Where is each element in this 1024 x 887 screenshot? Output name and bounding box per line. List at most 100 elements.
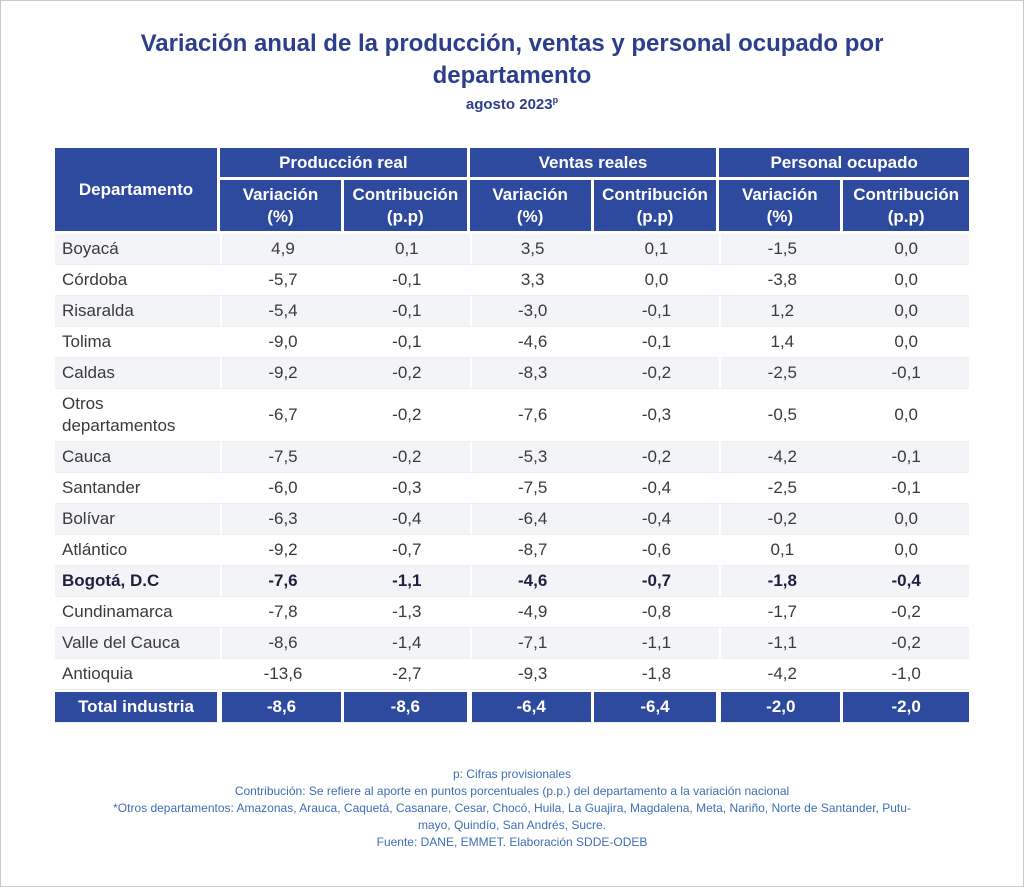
total-value: -2,0	[719, 690, 844, 723]
cell-value: -1,1	[719, 628, 844, 659]
cell-value: -0,1	[593, 296, 720, 327]
cell-value: -4,6	[469, 327, 594, 358]
title-block: Variación anual de la producción, ventas…	[0, 28, 1024, 116]
table-row: Córdoba -5,7 -0,1 3,3 0,0 -3,8 0,0	[55, 265, 969, 296]
footnote-contribucion: Contribución: Se refiere al aporte en pu…	[234, 784, 790, 798]
cell-value: -0,2	[344, 389, 470, 442]
department-name: Valle del Cauca	[55, 628, 220, 659]
header-variacion: Variación (%)	[719, 180, 844, 234]
cell-value: -7,6	[469, 389, 594, 442]
cell-value: 0,0	[843, 535, 969, 566]
cell-value: -9,0	[220, 327, 344, 358]
cell-value: -7,1	[469, 628, 594, 659]
cell-value: -0,2	[593, 442, 720, 473]
table-row: Caldas -9,2 -0,2 -8,3 -0,2 -2,5 -0,1	[55, 358, 969, 389]
departments-table: Departamento Producción real Ventas real…	[55, 148, 969, 723]
table-row: Atlántico -9,2 -0,7 -8,7 -0,6 0,1 0,0	[55, 535, 969, 566]
cell-value: -0,2	[593, 358, 720, 389]
cell-value: 0,0	[843, 265, 969, 296]
cell-value: -2,7	[344, 659, 470, 690]
cell-value: -8,6	[220, 628, 344, 659]
department-name: Risaralda	[55, 296, 220, 327]
department-name: Antioquia	[55, 659, 220, 690]
cell-value: -4,9	[469, 597, 594, 628]
cell-value: -9,2	[220, 358, 344, 389]
page-subtitle: agosto 2023p	[465, 95, 559, 114]
cell-value: -5,7	[220, 265, 344, 296]
cell-value: -0,4	[593, 504, 720, 535]
cell-value: -0,1	[344, 327, 470, 358]
cell-value: 0,1	[344, 234, 470, 265]
footnote-provisional: p: Cifras provisionales	[452, 767, 572, 781]
cell-value: -6,7	[220, 389, 344, 442]
cell-value: -0,4	[843, 566, 969, 597]
department-name: Atlántico	[55, 535, 220, 566]
cell-value: -6,0	[220, 473, 344, 504]
total-value: -8,6	[220, 690, 344, 723]
cell-value: 1,2	[719, 296, 844, 327]
table-row: Cundinamarca -7,8 -1,3 -4,9 -0,8 -1,7 -0…	[55, 597, 969, 628]
cell-value: 3,5	[469, 234, 594, 265]
cell-value: -0,1	[344, 296, 470, 327]
cell-value: -8,3	[469, 358, 594, 389]
cell-value: -0,2	[719, 504, 844, 535]
footnotes: p: Cifras provisionales Contribución: Se…	[40, 766, 984, 851]
cell-value: -0,3	[344, 473, 470, 504]
cell-value: -0,8	[593, 597, 720, 628]
cell-value: 0,0	[593, 265, 720, 296]
header-variacion: Variación (%)	[469, 180, 594, 234]
cell-value: -4,2	[719, 442, 844, 473]
footnote-otros-line1: *Otros departamentos: Amazonas, Arauca, …	[113, 801, 911, 815]
header-contribucion: Contribución (p.p)	[843, 180, 969, 234]
cell-value: -0,1	[843, 442, 969, 473]
cell-value: 0,1	[593, 234, 720, 265]
department-name: Caldas	[55, 358, 220, 389]
cell-value: -0,1	[843, 473, 969, 504]
cell-value: -0,2	[843, 597, 969, 628]
department-name: Bolívar	[55, 504, 220, 535]
table-row: Valle del Cauca -8,6 -1,4 -7,1 -1,1 -1,1…	[55, 628, 969, 659]
total-value: -2,0	[843, 690, 969, 723]
cell-value: -7,5	[469, 473, 594, 504]
cell-value: -1,8	[719, 566, 844, 597]
table-row: Santander -6,0 -0,3 -7,5 -0,4 -2,5 -0,1	[55, 473, 969, 504]
cell-value: -1,4	[344, 628, 470, 659]
cell-value: -2,5	[719, 358, 844, 389]
department-name: Cundinamarca	[55, 597, 220, 628]
table-row: Boyacá 4,9 0,1 3,5 0,1 -1,5 0,0	[55, 234, 969, 265]
cell-value: 0,1	[719, 535, 844, 566]
footnote-fuente: Fuente: DANE, EMMET. Elaboración SDDE-OD…	[376, 835, 648, 849]
cell-value: -13,6	[220, 659, 344, 690]
total-label: Total industria	[55, 690, 220, 723]
cell-value: -1,5	[719, 234, 844, 265]
total-value: -8,6	[344, 690, 470, 723]
cell-value: -4,2	[719, 659, 844, 690]
header-variacion: Variación (%)	[220, 180, 344, 234]
table-row: Bolívar -6,3 -0,4 -6,4 -0,4 -0,2 0,0	[55, 504, 969, 535]
cell-value: -0,2	[843, 628, 969, 659]
cell-value: -7,5	[220, 442, 344, 473]
header-departamento: Departamento	[55, 148, 220, 234]
table-row: Tolima -9,0 -0,1 -4,6 -0,1 1,4 0,0	[55, 327, 969, 358]
cell-value: -7,8	[220, 597, 344, 628]
header-personal-ocupado: Personal ocupado	[719, 148, 969, 180]
cell-value: -0,4	[344, 504, 470, 535]
cell-value: 3,3	[469, 265, 594, 296]
cell-value: -1,7	[719, 597, 844, 628]
page-title: Variación anual de la producción, ventas…	[140, 30, 884, 89]
department-name: Santander	[55, 473, 220, 504]
department-name: Cauca	[55, 442, 220, 473]
cell-value: -0,1	[843, 358, 969, 389]
cell-value: -0,1	[593, 327, 720, 358]
footnote-otros-line2: mayo, Quindío, San Andrés, Sucre.	[417, 818, 607, 832]
cell-value: -9,2	[220, 535, 344, 566]
cell-value: -6,4	[469, 504, 594, 535]
total-row: Total industria -8,6 -8,6 -6,4 -6,4 -2,0…	[55, 690, 969, 723]
cell-value: -8,7	[469, 535, 594, 566]
header-ventas-reales: Ventas reales	[469, 148, 720, 180]
cell-value: -9,3	[469, 659, 594, 690]
cell-value: 0,0	[843, 504, 969, 535]
department-name: Bogotá, D.C	[55, 566, 220, 597]
cell-value: -3,8	[719, 265, 844, 296]
cell-value: -4,6	[469, 566, 594, 597]
